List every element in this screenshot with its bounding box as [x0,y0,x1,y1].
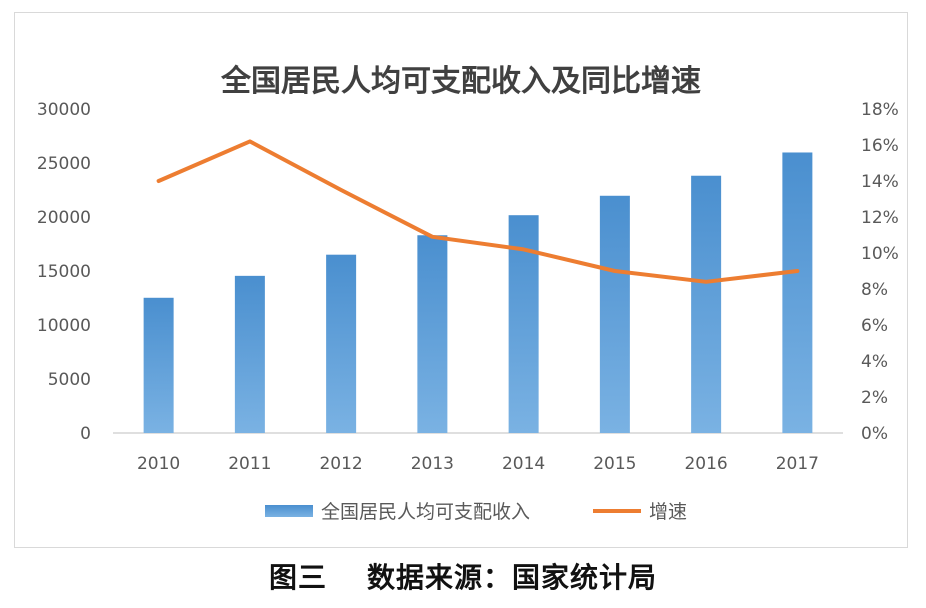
x-axis-tick-label: 2017 [776,454,819,474]
left-axis-tick-label: 5000 [48,370,91,390]
legend-swatch-bar [265,505,313,517]
right-y-axis: 0% 2% 4% 6% 8% 10% 12% 14% 16% 18% [861,100,899,444]
bar [599,195,630,433]
x-axis-tick-label: 2011 [228,454,271,474]
data-source: 数据来源：国家统计局 [367,561,658,594]
legend: 全国居民人均可支配收入 增速 [265,501,687,523]
left-axis-tick-label: 0 [80,424,91,444]
figure-label: 图三 [268,561,327,594]
left-axis-tick-label: 30000 [37,100,91,120]
bar [782,152,813,433]
x-axis-tick-label: 2013 [411,454,454,474]
chart-svg: 全国居民人均可支配收入及同比增速 0 5000 10000 15000 20000 250… [37,64,899,523]
right-axis-tick-label: 14% [861,172,899,192]
x-axis-tick-label: 2012 [319,454,362,474]
left-axis-tick-label: 25000 [37,154,91,174]
growth-line [156,139,800,284]
x-axis-tick-label: 2016 [684,454,727,474]
x-axis-tick-label: 2014 [502,454,545,474]
bar [234,275,265,433]
x-axis-tick-label: 2010 [137,454,180,474]
chart-frame: 全国居民人均可支配收入及同比增速 0 5000 10000 15000 20000 250… [14,12,908,548]
x-axis-tick-label: 2015 [593,454,636,474]
bar [691,175,722,433]
right-axis-tick-label: 0% [861,424,888,444]
bar [417,235,448,433]
x-axis: 2010 2011 2012 2013 2014 2015 2016 2017 [113,432,843,474]
right-axis-tick-label: 2% [861,388,888,408]
left-axis-tick-label: 10000 [37,316,91,336]
figure-caption: 图三 数据来源：国家统计局 [0,556,926,600]
chart-title: 全国居民人均可支配收入及同比增速 [220,64,701,99]
left-axis-tick-label: 20000 [37,208,91,228]
right-axis-tick-label: 18% [861,100,899,120]
left-axis-tick-label: 15000 [37,262,91,282]
right-axis-tick-label: 12% [861,208,899,228]
bar [326,254,357,433]
bar-series [143,152,813,433]
legend-label-growth: 增速 [649,501,687,523]
right-axis-tick-label: 16% [861,136,899,156]
right-axis-tick-label: 10% [861,244,899,264]
left-y-axis: 0 5000 10000 15000 20000 25000 30000 [37,100,91,444]
right-axis-tick-label: 6% [861,316,888,336]
legend-label-income: 全国居民人均可支配收入 [321,501,530,523]
right-axis-tick-label: 8% [861,280,888,300]
right-axis-tick-label: 4% [861,352,888,372]
bar [143,297,174,433]
line-series [156,139,800,284]
